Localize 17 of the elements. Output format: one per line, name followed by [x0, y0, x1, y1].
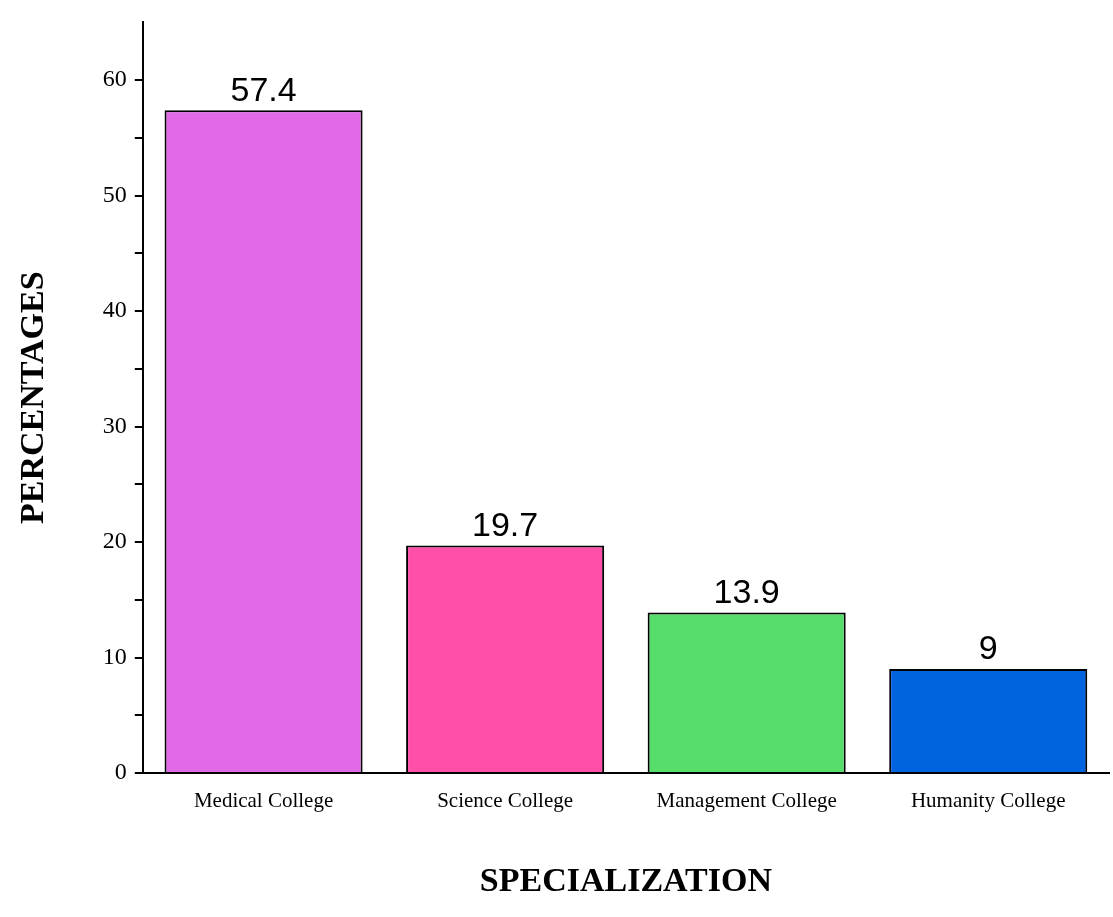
x-tick-label: Medical College	[193, 788, 334, 813]
y-tick-label: 0	[114, 758, 127, 785]
x-axis-title: SPECIALIZATION	[479, 861, 773, 899]
y-tick-label: 40	[102, 296, 127, 323]
data-label: 9	[978, 628, 998, 667]
data-label: 57.4	[230, 69, 297, 108]
x-tick-label: Science College	[437, 788, 574, 813]
data-label: 13.9	[713, 571, 780, 610]
y-tick-label: 10	[102, 642, 127, 669]
x-tick-label: Humanity College	[910, 788, 1066, 813]
y-axis-title: PERCENTAGES	[13, 271, 51, 524]
y-tick-label: 20	[102, 527, 127, 554]
y-tick-label: 30	[102, 411, 127, 438]
y-tick-label: 60	[102, 65, 127, 92]
y-tick-label: 50	[102, 180, 127, 207]
data-label: 19.7	[472, 504, 539, 543]
x-tick-label: Management College	[656, 788, 837, 813]
